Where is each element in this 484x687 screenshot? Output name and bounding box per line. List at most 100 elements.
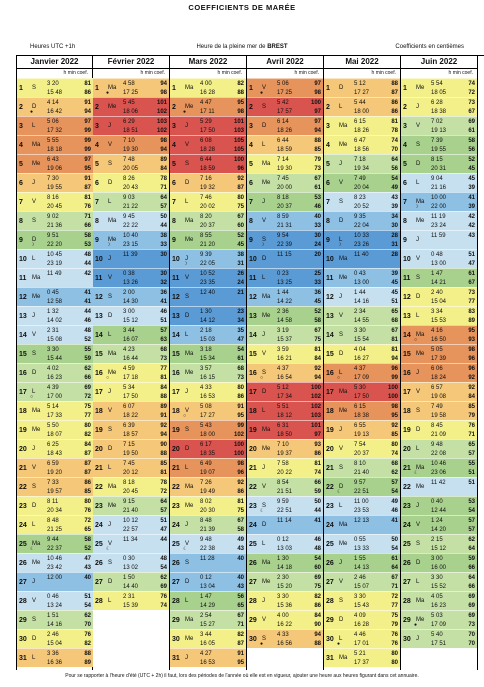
tide-time-1: 2 46	[354, 575, 366, 581]
tide-time-2: 14 18	[277, 565, 293, 571]
tide-time-2: 18 26	[354, 128, 370, 134]
day-number: 25	[19, 541, 27, 548]
tide-time-1: 5 42	[277, 100, 289, 106]
day-row: 9 S ☽ 9 54 30 22 39 24	[247, 230, 323, 249]
tide-time-1: 8 15	[431, 157, 443, 163]
weekday: L	[416, 579, 420, 585]
tide-time-2: 19 50	[123, 451, 139, 457]
tide-coef-2: 44	[160, 223, 167, 229]
weekday: L	[108, 465, 112, 471]
tide-coef-1: 64	[160, 195, 167, 201]
weekday: Ma	[185, 351, 194, 357]
tide-time-2: 18 24	[431, 375, 447, 381]
day-row: 5 J 7 18 64 19 34 56	[324, 154, 400, 173]
tide-coef-2: 96	[237, 166, 244, 172]
weekday: V	[185, 142, 190, 148]
day-row: 19 S 5 43 99 18 00 102	[170, 420, 246, 439]
tide-coef-2: 31	[391, 242, 398, 248]
tide-coef-1: 86	[391, 100, 398, 106]
tide-time-1: 6 43	[47, 157, 59, 163]
moon-phase-icon: ☾	[30, 546, 35, 552]
tide-coef-2: 68	[391, 318, 398, 324]
tide-time-2: 13 33	[354, 546, 370, 552]
tide-time-2: 19 49	[200, 489, 216, 495]
day-number: 23	[172, 503, 180, 510]
weekday: Ma	[32, 408, 41, 414]
weekday: L	[32, 123, 36, 129]
tide-coef-1: 86	[84, 480, 91, 486]
tide-time-1: 3 34	[431, 309, 443, 315]
tide-time-1: 3 57	[200, 366, 212, 372]
tide-coef-1: 55	[468, 461, 475, 467]
day-row: 6 Me 7 45 67 20 00 61	[247, 173, 323, 192]
weekday: Ma	[339, 655, 348, 661]
weekday: Ma	[339, 256, 348, 262]
weekday: Ma	[339, 522, 348, 528]
day-row: 1 Ma 4 00 82 16 28 88	[170, 78, 246, 97]
tide-coef-2: 47	[237, 337, 244, 343]
tide-coef-2: 86	[391, 109, 398, 115]
tide-time-1: 9 54	[277, 233, 289, 239]
tide-time-2: 21 25	[47, 527, 63, 533]
tide-coef-2: 71	[237, 622, 244, 628]
day-number: 13	[249, 313, 257, 320]
tide-time-2: 18 51	[123, 128, 139, 134]
weekday: L	[262, 408, 266, 414]
tide-time-1: 7 45	[123, 461, 135, 467]
day-row: 26 J 1 55 61 14 13 64	[324, 553, 400, 572]
weekday: Me	[185, 104, 194, 110]
tide-coef-1: 62	[160, 575, 167, 581]
weekday: J	[185, 123, 188, 129]
day-number: 19	[19, 427, 27, 434]
tide-coef-1: 101	[156, 100, 167, 106]
tide-time-1: 9 02	[47, 214, 59, 220]
tide-coef-1: 41	[84, 290, 91, 296]
tide-coef-2: 88	[160, 394, 167, 400]
day-number: 8	[172, 218, 176, 225]
day-row: 4 S 7 39 58 19 55 56	[401, 135, 477, 154]
day-number: 1	[172, 85, 176, 92]
tide-coef-2: 94	[314, 128, 321, 134]
day-row: 30 D 2 46 76 15 04 82	[17, 629, 93, 648]
tide-coef-1: 36	[314, 290, 321, 296]
tide-coef-1: 74	[468, 81, 475, 87]
tide-coef-1: 85	[160, 461, 167, 467]
tide-coef-1: 42	[468, 214, 475, 220]
tide-coef-1: 64	[160, 499, 167, 505]
tide-time-2: 18 35	[200, 451, 216, 457]
tide-time-2: 12 44	[431, 508, 447, 514]
weekday: L	[32, 522, 36, 528]
day-row: 2 D ● 4 14 91 16 42 94	[17, 97, 93, 116]
day-number: 8	[326, 218, 330, 225]
tide-time-2: 19 32	[200, 185, 216, 191]
day-row: 22 S 7 33 86 19 57 85	[17, 477, 93, 496]
day-number: 23	[249, 503, 257, 510]
weekday: S	[108, 294, 113, 300]
weekday: S	[262, 237, 267, 243]
tide-coef-1: 67	[314, 176, 321, 182]
day-row: 19 S 6 39 92 18 57 94	[93, 420, 169, 439]
weekday: J	[32, 446, 35, 452]
tide-time-1: 5 43	[200, 423, 212, 429]
day-row: 10 V 0 48 51 13 00 47	[401, 249, 477, 268]
tide-time-1: 4 47	[200, 100, 212, 106]
day-number: 2	[19, 104, 23, 111]
tide-time-1: 1 30	[277, 556, 289, 562]
day-row: 2 L 5 44 86 18 00 86	[324, 97, 400, 116]
tide-coef-1: 53	[314, 195, 321, 201]
tide-time-2: 15 53	[431, 318, 447, 324]
tide-time-1: 5 45	[123, 100, 135, 106]
port-header-prefix: Heure de la pleine mer de	[196, 44, 268, 50]
tide-time-1: 4 23	[123, 347, 135, 353]
tide-time-2: 12 58	[47, 299, 63, 305]
weekday: D	[339, 617, 344, 623]
day-row: 21 V 6 59 87 19 20 87	[17, 458, 93, 477]
tide-time-2: 20 52	[354, 204, 370, 210]
tide-coef-1: 51	[468, 252, 475, 258]
tide-time-1: 4 05	[431, 594, 443, 600]
tide-time-2: 19 13	[354, 432, 370, 438]
weekday: L	[339, 503, 343, 509]
weekday: Me	[185, 636, 194, 642]
tide-coef-1: 51	[160, 518, 167, 524]
day-number: 9	[172, 237, 176, 244]
